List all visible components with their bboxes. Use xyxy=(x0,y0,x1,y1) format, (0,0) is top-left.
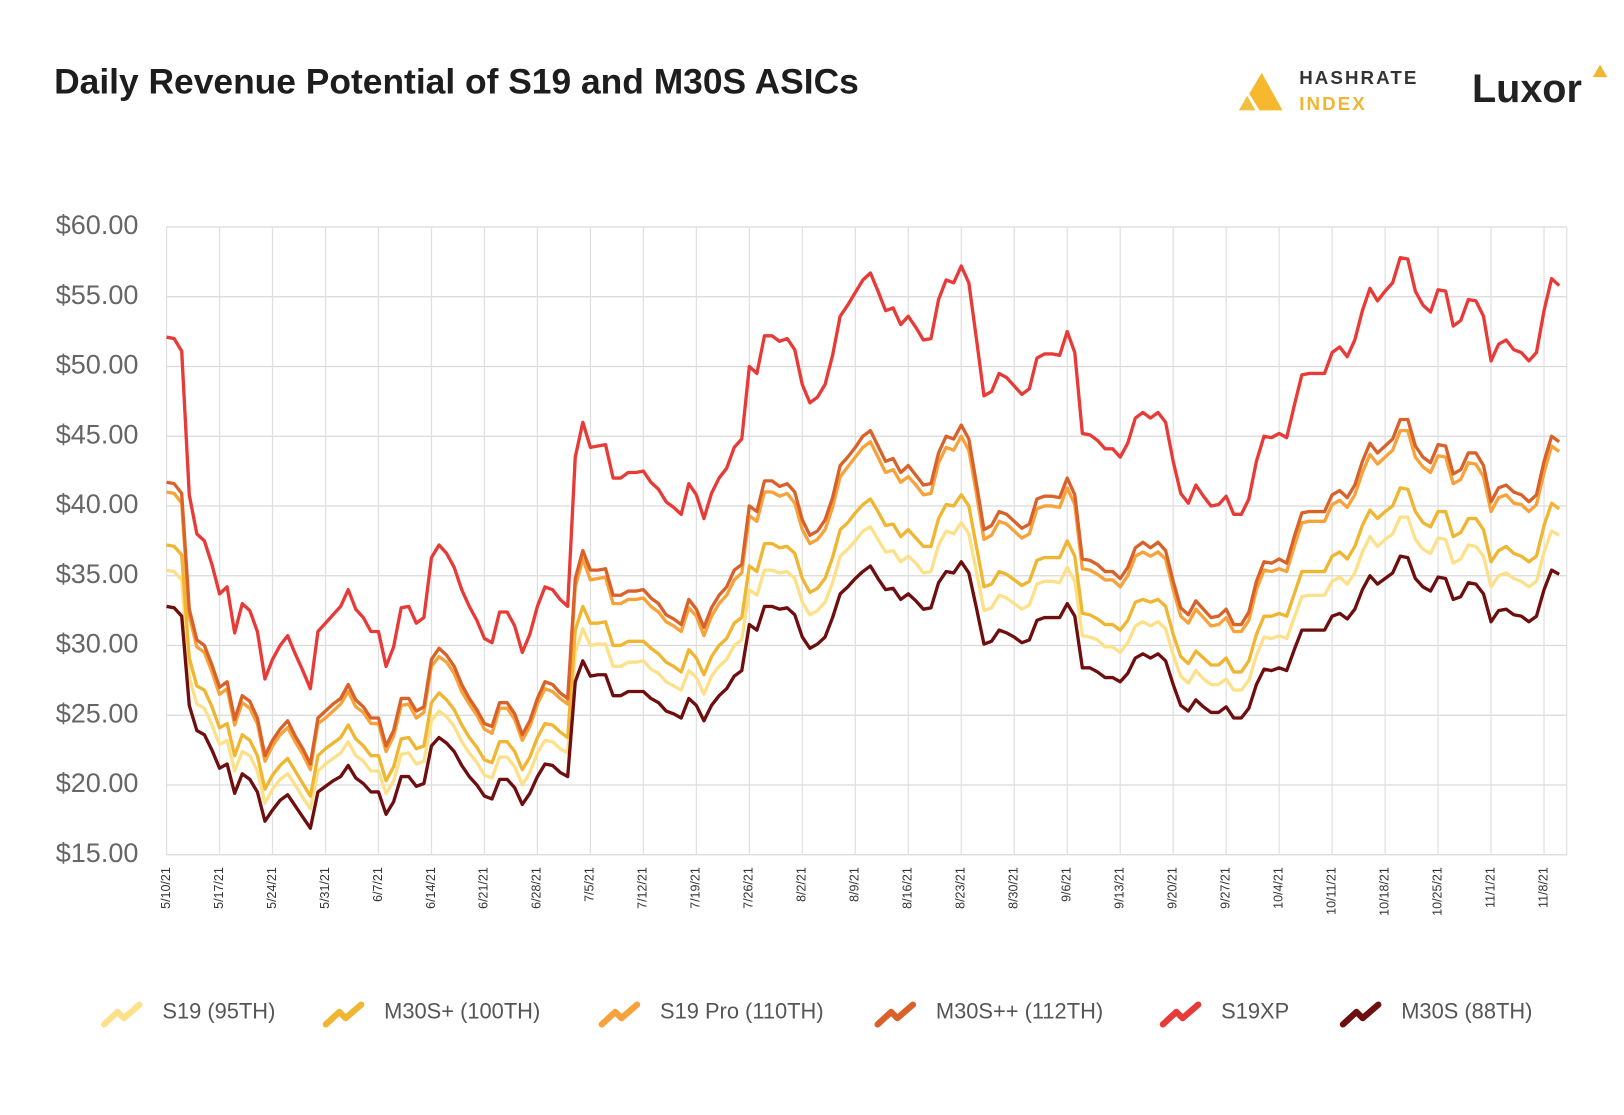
x-tick-label: 9/20/21 xyxy=(1165,867,1179,909)
legend-label: S19 (95TH) xyxy=(162,999,275,1024)
x-tick-label: 8/9/21 xyxy=(848,867,862,902)
series-line xyxy=(166,255,1561,691)
luxor-logo: Luxor xyxy=(1472,64,1608,111)
y-tick-label: $20.00 xyxy=(56,768,139,798)
legend-label: S19 Pro (110TH) xyxy=(660,999,824,1024)
plot-lines xyxy=(166,255,1561,830)
x-tick-label: 9/6/21 xyxy=(1060,867,1074,902)
grid xyxy=(165,226,1568,856)
y-tick-label: $55.00 xyxy=(56,280,139,310)
x-tick-label: 5/17/21 xyxy=(212,867,226,909)
legend-label: M30S (88TH) xyxy=(1401,999,1532,1024)
x-tick-label: 5/31/21 xyxy=(318,867,332,909)
x-tick-label: 7/5/21 xyxy=(583,867,597,902)
legend: S19 (95TH) M30S+ (100TH) S19 Pro (110TH) M3… xyxy=(100,999,1532,1028)
logo-text: Luxor xyxy=(1472,67,1582,111)
x-tick-label: 7/19/21 xyxy=(689,867,703,909)
series-line xyxy=(166,486,1561,798)
legend-icon xyxy=(100,1001,143,1028)
legend-icon xyxy=(1339,1001,1382,1028)
legend-icon xyxy=(322,1001,365,1028)
x-tick-label: 6/21/21 xyxy=(477,867,491,909)
x-tick-label: 10/4/21 xyxy=(1271,867,1285,909)
x-tick-label: 8/16/21 xyxy=(901,867,915,909)
hashrate-index-logo: HASHRATE INDEX xyxy=(1238,67,1418,114)
legend-icon xyxy=(598,1001,641,1028)
x-tick-label: 8/30/21 xyxy=(1007,867,1021,909)
chart-title: Daily Revenue Potential of S19 and M30S … xyxy=(54,63,859,102)
x-tick-label: 9/13/21 xyxy=(1112,867,1126,909)
legend-label: M30S+ (100TH) xyxy=(384,999,540,1024)
x-tick-label: 7/26/21 xyxy=(742,867,756,909)
x-tick-label: 10/11/21 xyxy=(1324,867,1338,915)
x-tick-label: 9/27/21 xyxy=(1218,867,1232,909)
legend-icon xyxy=(1159,1001,1202,1028)
x-tick-label: 8/2/21 xyxy=(795,867,809,902)
x-tick-label: 5/24/21 xyxy=(265,867,279,909)
legend-label: M30S++ (112TH) xyxy=(936,999,1103,1024)
axes: $15.00 $20.00 $25.00 $30.00 $35.00 $40.00 $45.… xyxy=(56,210,1551,916)
x-tick-label: 5/10/21 xyxy=(159,867,173,909)
y-tick-label: $50.00 xyxy=(56,350,139,380)
series-line xyxy=(166,417,1561,766)
x-tick-label: 7/12/21 xyxy=(636,867,650,909)
logo-text: INDEX xyxy=(1299,93,1367,114)
legend-icon xyxy=(874,1001,917,1028)
y-tick-label: $35.00 xyxy=(56,559,139,589)
x-tick-label: 8/23/21 xyxy=(954,867,968,909)
series-line xyxy=(166,554,1560,830)
x-tick-label: 6/7/21 xyxy=(371,867,385,902)
logo-shape xyxy=(1238,95,1256,111)
logo-text: HASHRATE xyxy=(1299,67,1418,88)
y-tick-label: $15.00 xyxy=(56,838,139,868)
y-tick-label: $45.00 xyxy=(56,419,139,449)
x-tick-label: 11/8/21 xyxy=(1536,867,1550,908)
y-tick-label: $40.00 xyxy=(56,489,139,519)
x-tick-label: 6/14/21 xyxy=(424,867,438,909)
logo-shape xyxy=(1592,64,1608,78)
legend-label: S19XP xyxy=(1221,999,1289,1024)
x-tick-label: 11/1/21 xyxy=(1483,867,1497,908)
y-tick-label: $25.00 xyxy=(56,698,139,728)
x-tick-label: 10/25/21 xyxy=(1430,867,1444,916)
x-tick-label: 6/28/21 xyxy=(530,867,544,909)
y-tick-label: $60.00 xyxy=(56,210,139,240)
x-tick-label: 10/18/21 xyxy=(1377,867,1391,916)
series-line xyxy=(166,515,1560,811)
logo-shape xyxy=(1249,72,1283,111)
y-tick-label: $30.00 xyxy=(56,629,139,659)
